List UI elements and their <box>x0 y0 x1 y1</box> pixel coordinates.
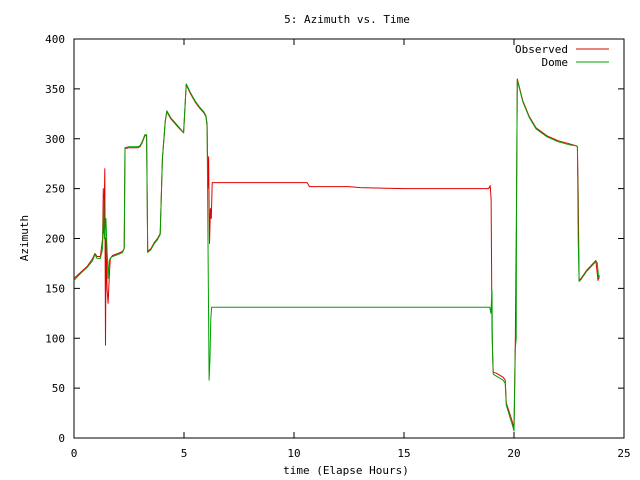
y-tick-label: 400 <box>45 33 65 46</box>
x-axis-label: time (Elapse Hours) <box>283 464 409 477</box>
y-tick-label: 50 <box>52 382 65 395</box>
x-tick-label: 5 <box>181 447 188 460</box>
legend-label-dome: Dome <box>542 56 569 69</box>
y-tick-label: 100 <box>45 332 65 345</box>
y-tick-label: 350 <box>45 83 65 96</box>
x-tick-label: 15 <box>397 447 410 460</box>
x-tick-label: 0 <box>71 447 78 460</box>
legend-label-observed: Observed <box>515 43 568 56</box>
series-line-dome <box>73 79 600 432</box>
y-tick-label: 150 <box>45 282 65 295</box>
x-tick-label: 20 <box>507 447 520 460</box>
y-tick-label: 250 <box>45 183 65 196</box>
y-axis: 0 50 100 150 200 250 300 350 400 <box>45 33 624 445</box>
y-axis-label: Azimuth <box>18 215 31 261</box>
x-axis: 0 5 10 15 20 25 <box>71 39 631 460</box>
x-tick-label: 10 <box>287 447 300 460</box>
x-tick-label: 25 <box>617 447 630 460</box>
y-tick-label: 0 <box>58 432 65 445</box>
y-tick-label: 200 <box>45 233 65 246</box>
series-layer <box>73 78 600 432</box>
chart-title: 5: Azimuth vs. Time <box>284 13 410 26</box>
y-tick-label: 300 <box>45 133 65 146</box>
